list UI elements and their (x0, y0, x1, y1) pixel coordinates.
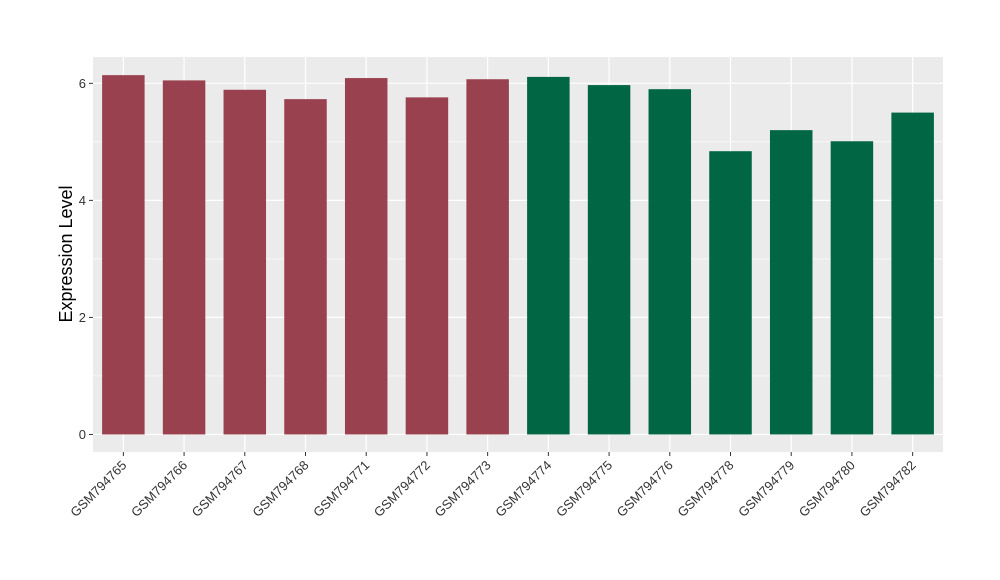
y-axis: 0 2 4 6 (79, 76, 93, 442)
x-tick-label: GSM794782 (857, 458, 919, 520)
bar-GSM794768 (284, 99, 327, 435)
bar-GSM794782 (891, 112, 934, 435)
x-tick-label: GSM794766 (128, 458, 190, 520)
x-tick-label: GSM794780 (796, 458, 858, 520)
x-tick-label: GSM794767 (189, 458, 251, 520)
y-tick-label: 0 (79, 427, 86, 442)
x-tick-label: GSM794774 (492, 458, 554, 520)
bar-GSM794765 (102, 75, 145, 435)
x-axis: GSM794765GSM794766GSM794767GSM794768GSM7… (67, 452, 919, 520)
bar-GSM794776 (648, 89, 692, 435)
bar-GSM794767 (223, 89, 267, 435)
y-tick-label: 4 (79, 193, 86, 208)
bar-GSM794779 (769, 130, 813, 435)
plot-panel (93, 57, 943, 452)
x-tick-label: GSM794778 (674, 458, 736, 520)
bar-GSM794772 (405, 97, 449, 435)
x-tick-label: GSM794773 (432, 458, 494, 520)
y-tick-label: 6 (79, 76, 86, 91)
x-tick-label: GSM794779 (735, 458, 797, 520)
y-tick-label: 2 (79, 310, 86, 325)
bars (102, 75, 934, 435)
x-tick-label: GSM794768 (249, 458, 311, 520)
bar-GSM794771 (344, 78, 388, 435)
x-tick-label: GSM794771 (310, 458, 372, 520)
x-tick-label: GSM794776 (614, 458, 676, 520)
bar-GSM794775 (587, 85, 631, 435)
bar-GSM794774 (527, 76, 570, 435)
bar-GSM794780 (830, 141, 874, 435)
bar-GSM794766 (162, 80, 206, 435)
bar-GSM794773 (466, 79, 509, 435)
bar-GSM794778 (709, 151, 752, 435)
x-tick-label: GSM794765 (67, 458, 129, 520)
x-tick-label: GSM794772 (371, 458, 433, 520)
x-tick-label: GSM794775 (553, 458, 615, 520)
y-axis-title: Expression Level (56, 185, 76, 322)
